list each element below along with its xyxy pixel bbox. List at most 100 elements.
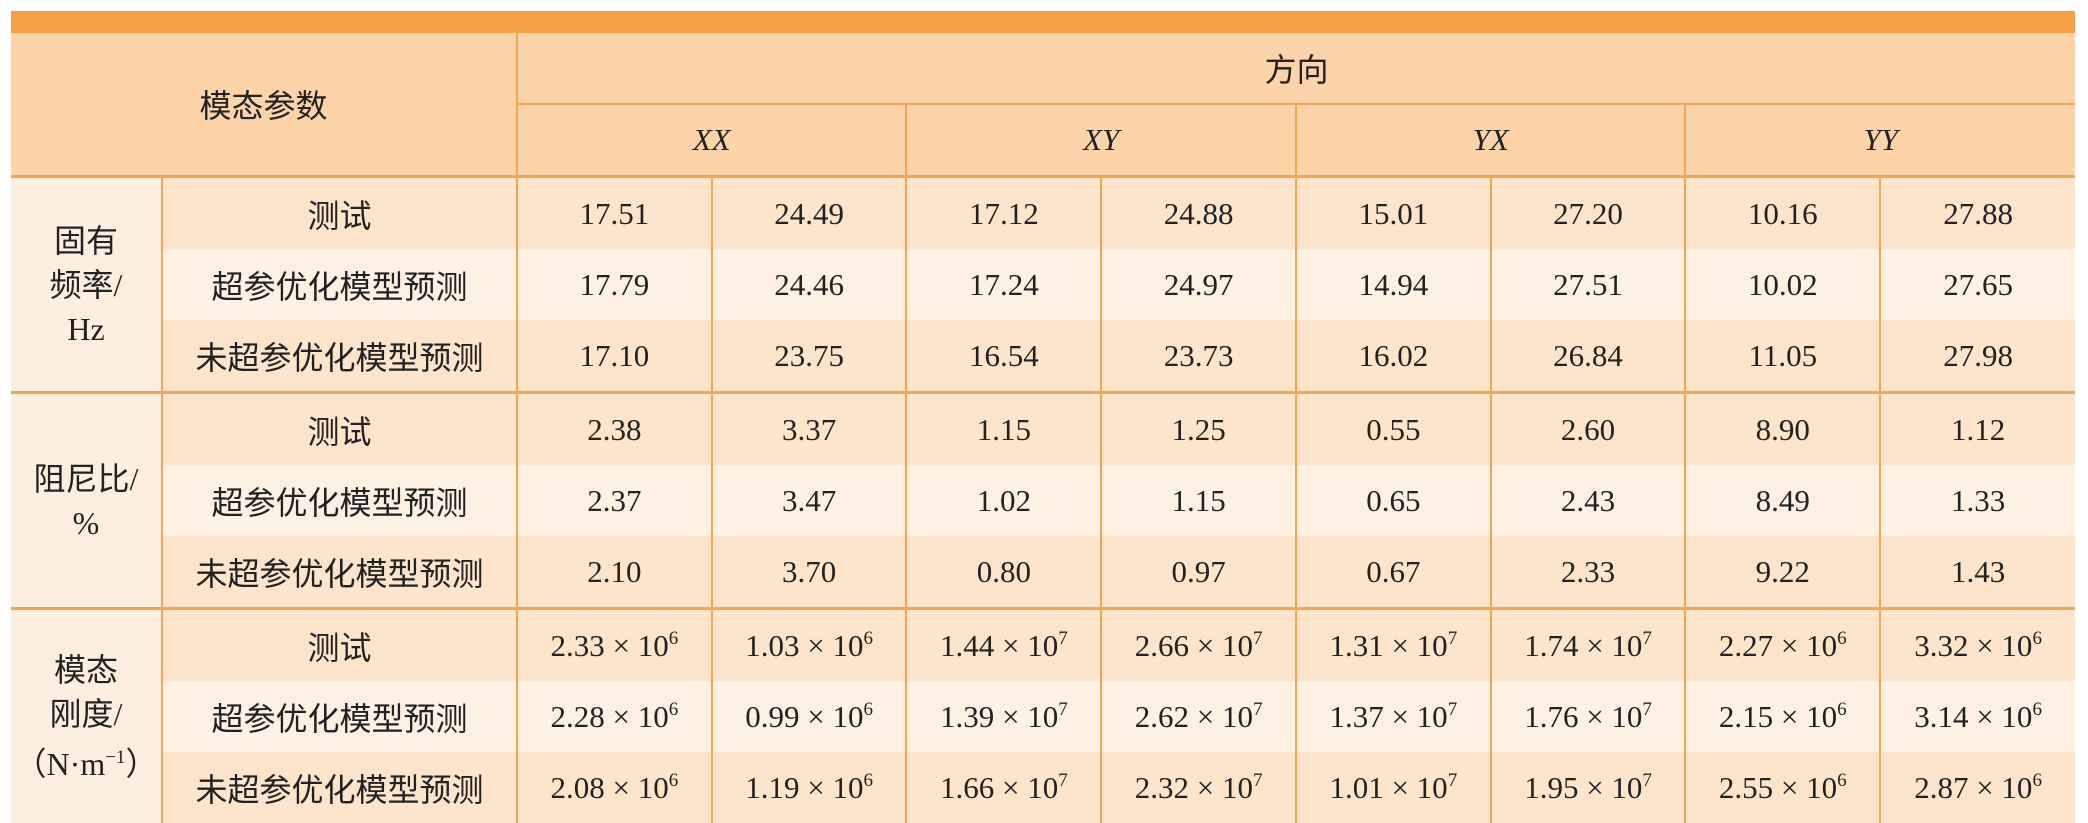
cell: 23.75 (711, 320, 908, 393)
cell: 1.33 (1880, 465, 2075, 536)
cell: 2.32 × 107 (1101, 752, 1297, 823)
direction-label: XX (517, 104, 908, 178)
cell: 24.46 (711, 249, 908, 320)
text: 2.33 × 10 (550, 627, 669, 663)
cell: 1.03 × 106 (711, 607, 908, 681)
superscript: 7 (1447, 698, 1458, 720)
text: 17.24 (968, 266, 1039, 302)
label-line: Hz (11, 307, 161, 351)
superscript: 7 (1642, 698, 1652, 720)
superscript: 7 (1252, 627, 1263, 649)
label-line: （N·m−1） (11, 736, 161, 786)
text: 1.66 × 10 (939, 769, 1059, 805)
row-name: 未超参优化模型预测 (162, 536, 519, 609)
row-name: 未超参优化模型预测 (162, 320, 519, 393)
cell: 23.73 (1101, 320, 1297, 393)
direction-header: 方向 (517, 33, 2075, 105)
top-bar (11, 11, 2075, 33)
cell: 3.37 (711, 391, 908, 465)
text: 1.15 (976, 411, 1031, 447)
text: 3.37 (781, 411, 837, 447)
text: 1.39 × 10 (939, 698, 1059, 734)
cell: 8.90 (1685, 391, 1882, 465)
text: 2.43 (1560, 482, 1616, 518)
group-label: 固有 频率/Hz (11, 175, 163, 393)
label-line: 频率/ (11, 263, 161, 307)
cell: 1.01 × 107 (1295, 752, 1492, 823)
superscript: 7 (1642, 627, 1652, 649)
label-line: 刚度/ (11, 692, 161, 736)
superscript: −1 (105, 746, 126, 768)
text: 15.01 (1358, 195, 1429, 231)
cell: 8.49 (1685, 465, 1882, 536)
text: 10.16 (1747, 195, 1818, 231)
text: 0.65 (1366, 482, 1421, 518)
text: 24.46 (774, 266, 844, 302)
cell: 2.43 (1490, 465, 1687, 536)
text: 2.32 × 10 (1134, 769, 1253, 805)
cell: 1.02 (906, 465, 1103, 536)
cell: 14.94 (1295, 249, 1492, 320)
cell: 11.05 (1685, 320, 1882, 393)
superscript: 7 (1058, 769, 1068, 791)
superscript: 7 (1252, 698, 1263, 720)
cell: 1.74 × 107 (1490, 607, 1687, 681)
superscript: 6 (2032, 698, 2042, 720)
text: 2.27 × 10 (1718, 627, 1838, 663)
text: 2.87 × 10 (1914, 769, 2033, 805)
text: 1.19 × 10 (745, 769, 864, 805)
cell: 2.62 × 107 (1101, 681, 1297, 752)
superscript: 6 (863, 769, 873, 791)
text: 0.55 (1366, 411, 1421, 447)
cell: 17.10 (517, 320, 713, 393)
superscript: 6 (1837, 698, 1847, 720)
text: 27.51 (1553, 266, 1623, 302)
cell: 1.76 × 107 (1490, 681, 1687, 752)
text: 8.90 (1755, 411, 1810, 447)
text: 1.01 × 10 (1329, 769, 1448, 805)
cell: 27.88 (1880, 175, 2075, 249)
data-row: 超参优化模型预测 17.79 24.46 17.24 24.97 14.94 27.51 10… (11, 249, 2075, 320)
text: 0.67 (1366, 553, 1421, 589)
text: 1.15 (1171, 482, 1226, 518)
superscript: 6 (668, 698, 679, 720)
text: 2.38 (587, 411, 642, 447)
text: 3.47 (781, 482, 837, 518)
direction-label: YX (1295, 104, 1687, 178)
cell: 0.97 (1101, 536, 1297, 609)
text: 1.33 (1950, 482, 2006, 518)
cell: 16.02 (1295, 320, 1492, 393)
cell: 16.54 (906, 320, 1103, 393)
text: 1.02 (976, 482, 1031, 518)
superscript: 7 (1058, 698, 1068, 720)
table: 模态参数 方向 XX XY YX YY 固有 频率/Hz 测试 17.51 24.49 17.12 24… (11, 33, 2075, 823)
cell: 10.02 (1685, 249, 1882, 320)
text: 27.20 (1553, 195, 1623, 231)
text: 27.65 (1943, 266, 2013, 302)
cell: 27.51 (1490, 249, 1687, 320)
text: 1.12 (1950, 411, 2006, 447)
text: 1.43 (1950, 553, 2006, 589)
cell: 17.51 (517, 175, 713, 249)
cell: 2.33 × 106 (517, 607, 713, 681)
cell: 2.87 × 106 (1880, 752, 2075, 823)
row-name: 超参优化模型预测 (162, 681, 519, 752)
text: （N·m (14, 745, 106, 782)
label-line: 固有 (11, 219, 161, 263)
text: 24.97 (1163, 266, 1234, 302)
direction-label: YY (1685, 104, 2075, 178)
data-row: 超参优化模型预测 2.37 3.47 1.02 1.15 0.65 2.43 8.49 1.33 (11, 465, 2075, 536)
text: 频率/ (49, 266, 123, 303)
cell: 2.60 (1490, 391, 1687, 465)
superscript: 7 (1252, 769, 1263, 791)
cell: 2.33 (1490, 536, 1687, 609)
cell: 17.24 (906, 249, 1103, 320)
cell: 15.01 (1295, 175, 1492, 249)
param-header: 模态参数 (11, 33, 519, 178)
cell: 2.10 (517, 536, 713, 609)
row-name: 超参优化模型预测 (162, 465, 519, 536)
data-row: 超参优化模型预测 2.28 × 106 0.99 × 106 1.39 × 107 2.… (11, 681, 2075, 752)
cell: 27.65 (1880, 249, 2075, 320)
header-row: XX XY YX YY (11, 104, 2075, 178)
text: 3.32 × 10 (1914, 627, 2033, 663)
